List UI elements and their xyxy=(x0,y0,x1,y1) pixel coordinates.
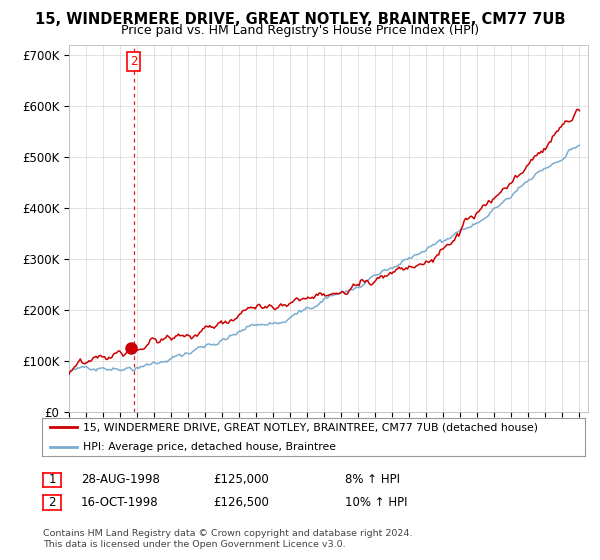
Text: £125,000: £125,000 xyxy=(213,473,269,487)
Text: 15, WINDERMERE DRIVE, GREAT NOTLEY, BRAINTREE, CM77 7UB (detached house): 15, WINDERMERE DRIVE, GREAT NOTLEY, BRAI… xyxy=(83,422,538,432)
Text: 2: 2 xyxy=(49,496,56,509)
Text: 1: 1 xyxy=(49,473,56,487)
Text: 10% ↑ HPI: 10% ↑ HPI xyxy=(345,496,407,509)
Text: 15, WINDERMERE DRIVE, GREAT NOTLEY, BRAINTREE, CM77 7UB: 15, WINDERMERE DRIVE, GREAT NOTLEY, BRAI… xyxy=(35,12,565,27)
Text: 16-OCT-1998: 16-OCT-1998 xyxy=(81,496,158,509)
Text: Price paid vs. HM Land Registry's House Price Index (HPI): Price paid vs. HM Land Registry's House … xyxy=(121,24,479,36)
Text: HPI: Average price, detached house, Braintree: HPI: Average price, detached house, Brai… xyxy=(83,442,336,452)
Text: 8% ↑ HPI: 8% ↑ HPI xyxy=(345,473,400,487)
Text: £126,500: £126,500 xyxy=(213,496,269,509)
Text: Contains HM Land Registry data © Crown copyright and database right 2024.
This d: Contains HM Land Registry data © Crown c… xyxy=(43,529,413,549)
Text: 28-AUG-1998: 28-AUG-1998 xyxy=(81,473,160,487)
Text: 2: 2 xyxy=(130,55,137,68)
